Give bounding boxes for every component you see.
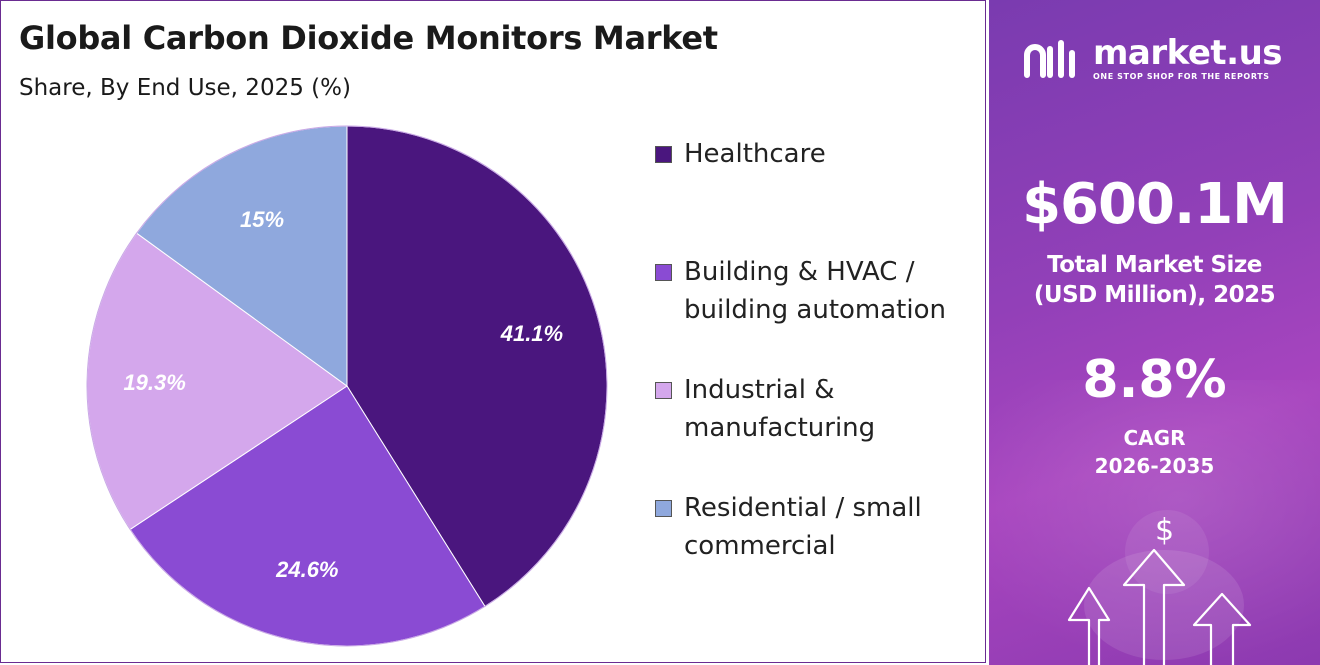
brand-tagline: ONE STOP SHOP FOR THE REPORTS	[1093, 72, 1270, 81]
legend-label-line: Healthcare	[684, 139, 826, 169]
pie-chart: 41.1% 24.6% 19.3% 15%	[86, 125, 608, 647]
legend-label-line: commercial	[684, 531, 836, 561]
market-us-logo-icon	[1024, 39, 1075, 78]
market-size-value: $600.1M	[1022, 172, 1288, 237]
legend-item-building-hvac: Building & HVAC / building automation	[655, 253, 964, 329]
cagr-label: CAGR 2026-2035	[989, 424, 1320, 480]
legend-swatch	[655, 500, 672, 517]
legend-label-line: Building & HVAC /	[684, 257, 915, 287]
up-arrow-icon	[1122, 548, 1186, 665]
up-arrow-icon	[1192, 592, 1252, 665]
legend-swatch	[655, 382, 672, 399]
legend-swatch	[655, 264, 672, 281]
pie-slice-label: 19.3%	[123, 370, 185, 395]
cagr-label-line: 2026-2035	[1094, 454, 1215, 478]
stats-panel: market.us ONE STOP SHOP FOR THE REPORTS …	[989, 0, 1320, 665]
pie-outline	[86, 125, 608, 647]
legend-label: Industrial & manufacturing	[684, 371, 964, 447]
chart-title: Global Carbon Dioxide Monitors Market	[19, 19, 718, 57]
chart-subtitle: Share, By End Use, 2025 (%)	[19, 75, 351, 101]
cagr-label-line: CAGR	[1123, 426, 1186, 450]
legend-label-line: building automation	[684, 295, 946, 325]
pie-slice-label: 15%	[240, 207, 284, 232]
brand-name: market.us	[1093, 33, 1283, 73]
legend-label-line: Industrial &	[684, 375, 835, 405]
dollar-icon: $	[1155, 513, 1174, 548]
legend-label-line: manufacturing	[684, 413, 876, 443]
cagr-value: 8.8%	[1082, 350, 1227, 410]
legend-swatch	[655, 146, 672, 163]
pie-slice-label: 41.1%	[500, 321, 563, 346]
brand: market.us ONE STOP SHOP FOR THE REPORTS	[1023, 33, 1283, 81]
up-arrow-icon	[1067, 586, 1111, 665]
growth-illustration: $	[1067, 510, 1252, 665]
pie-slice-label: 24.6%	[275, 557, 338, 582]
legend-item-residential: Residential / small commercial	[655, 489, 964, 565]
legend-label: Building & HVAC / building automation	[684, 253, 964, 329]
legend-label-line: Residential / small	[684, 493, 922, 523]
legend-item-industrial: Industrial & manufacturing	[655, 371, 964, 447]
market-size-label-line: (USD Million), 2025	[1033, 282, 1276, 308]
market-size-label-line: Total Market Size	[1047, 252, 1262, 278]
market-size-label: Total Market Size (USD Million), 2025	[989, 250, 1320, 310]
legend-label: Healthcare	[684, 135, 964, 173]
chart-panel: Global Carbon Dioxide Monitors Market Sh…	[0, 0, 986, 663]
legend-item-healthcare: Healthcare	[655, 135, 964, 173]
legend-label: Residential / small commercial	[684, 489, 964, 565]
